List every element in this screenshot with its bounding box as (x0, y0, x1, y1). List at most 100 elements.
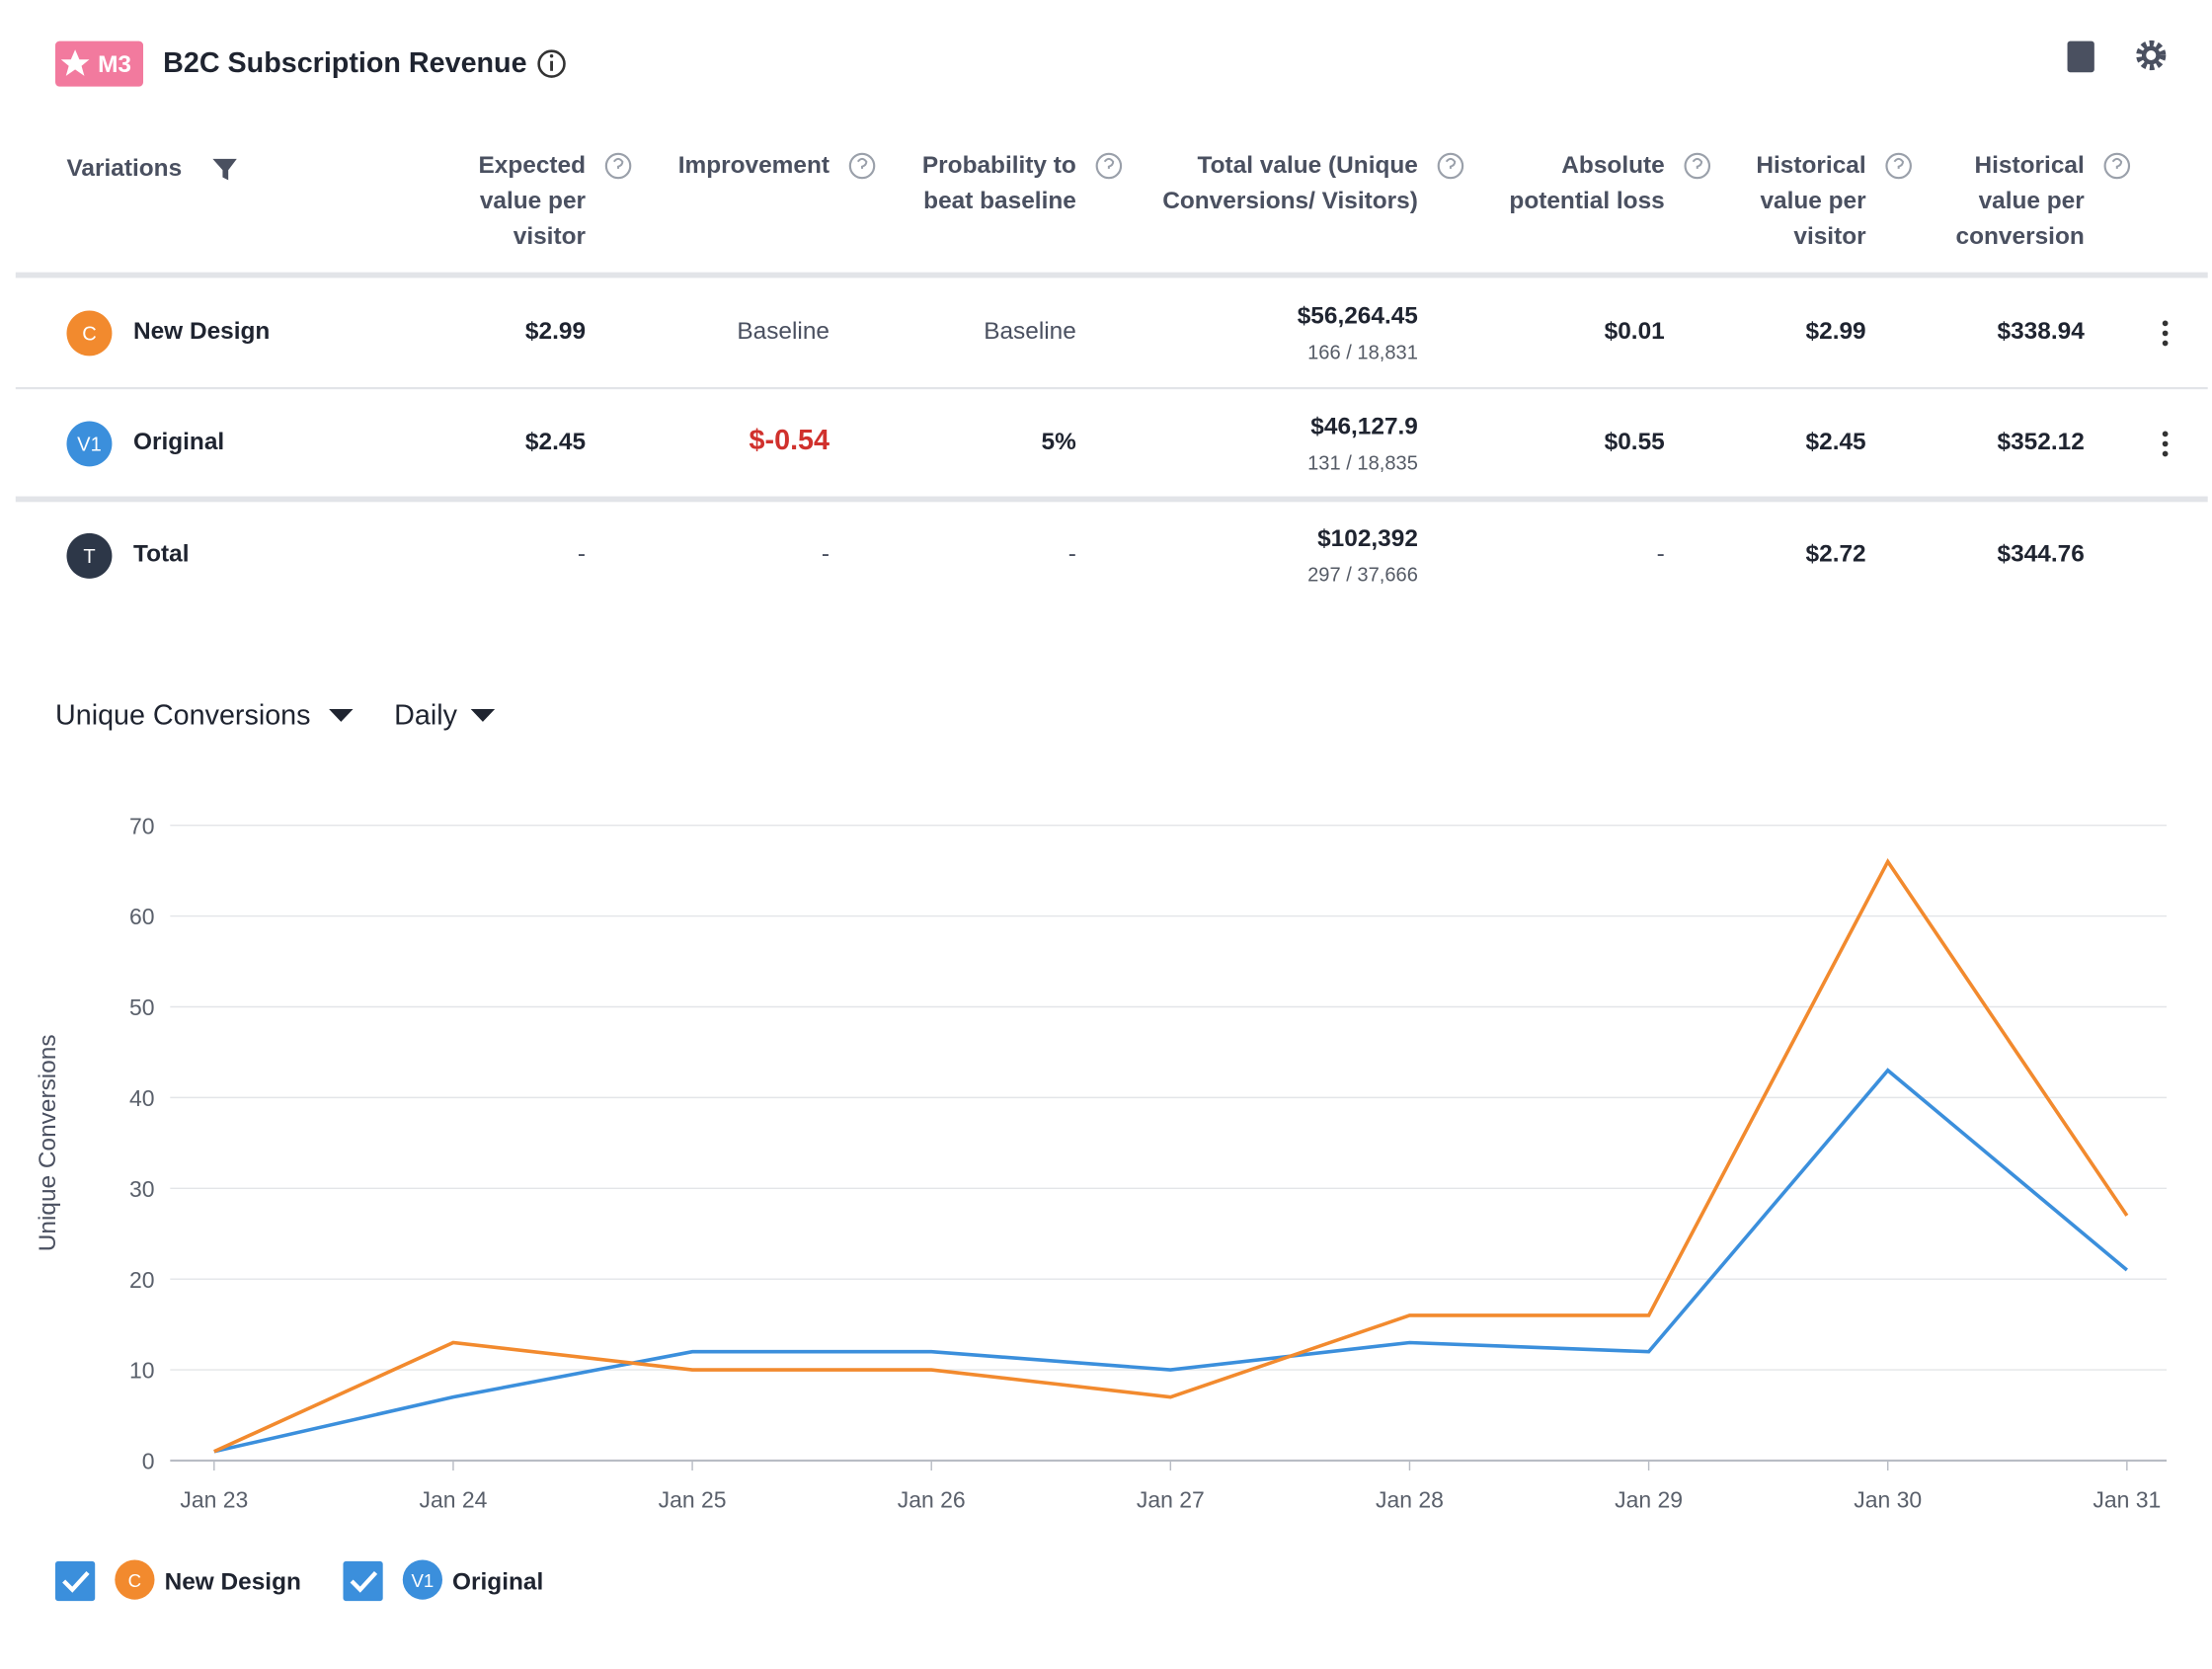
legend-checkbox[interactable] (55, 1560, 96, 1602)
legend-label: Original (452, 1569, 543, 1596)
help-icon-mark (1445, 157, 1457, 169)
column-header: Historical value per visitor (1756, 151, 1866, 250)
y-tick-label: 20 (129, 1267, 155, 1293)
cell-detail: 166 / 18,831 (1307, 340, 1418, 363)
help-icon-mark (1103, 157, 1115, 169)
x-tick-label: Jan 28 (1376, 1486, 1444, 1512)
column-header: Absolute potential loss (1509, 151, 1665, 214)
legend-check (62, 1570, 90, 1593)
x-tick-label: Jan 27 (1137, 1486, 1205, 1512)
interval-dropdown[interactable]: Daily (394, 700, 457, 732)
title: B2C Subscription Revenue (163, 47, 526, 79)
cell: - (577, 540, 587, 568)
badge-bg (55, 40, 144, 87)
help-icon-mark (1893, 157, 1904, 169)
cell: $56,264.45 (1297, 301, 1418, 330)
help-icon-mark (1692, 157, 1703, 169)
cell: $344.76 (1997, 540, 2085, 568)
help-icon (1684, 152, 1711, 180)
column-header: Improvement (677, 151, 830, 179)
legend-check (350, 1570, 378, 1593)
cell: $2.99 (1805, 317, 1866, 345)
cell: - (821, 540, 830, 568)
row-menu[interactable] (2162, 340, 2169, 347)
cell: $46,127.9 (1310, 412, 1418, 440)
star-icon (60, 49, 90, 76)
cell: - (1656, 540, 1665, 568)
help-icon (1437, 152, 1464, 180)
dropdown-caret[interactable] (329, 708, 354, 722)
column-header: Historical value per conversion (1955, 151, 2085, 250)
dropdown-caret[interactable] (470, 708, 496, 722)
cell: - (1067, 540, 1076, 568)
help-icon-mark (2111, 157, 2123, 169)
cell: Baseline (737, 317, 830, 345)
cell: $2.99 (524, 317, 587, 345)
y-tick-label: 10 (129, 1358, 155, 1384)
divider (15, 496, 2208, 503)
help-icon (2103, 152, 2131, 180)
cell: 5% (1041, 428, 1076, 455)
divider (15, 272, 2208, 278)
row-menu[interactable] (2162, 431, 2169, 437)
series-line (213, 857, 2129, 1454)
row-badge: V1 (66, 421, 113, 467)
help-icon (848, 152, 876, 180)
cell: $2.72 (1805, 540, 1866, 568)
info-icon[interactable] (537, 49, 566, 78)
row-badge: T (66, 532, 113, 579)
row-badge: C (66, 310, 113, 357)
badge-label: M3 (98, 51, 131, 78)
y-tick-label: 40 (129, 1085, 155, 1111)
info-icon-dot (549, 53, 554, 58)
cell: $352.12 (1997, 428, 2085, 455)
x-tick-label: Jan 26 (898, 1486, 966, 1512)
row-menu[interactable] (2162, 320, 2169, 327)
y-tick-label: 30 (129, 1176, 155, 1202)
cell-detail: 131 / 18,835 (1307, 450, 1418, 474)
legend-badge-label: C (128, 1570, 141, 1591)
legend-badge-label: V1 (411, 1570, 434, 1591)
row-name: New Design (132, 317, 271, 345)
x-tick-label: Jan 24 (419, 1486, 487, 1512)
x-tick-label: Jan 29 (1615, 1486, 1683, 1512)
column-header: Total value (Unique Conversions/ Visitor… (1162, 151, 1418, 214)
help-icon-mark (612, 157, 624, 169)
gear-icon-core (2141, 45, 2161, 65)
y-tick-label: 50 (129, 994, 155, 1020)
help-icon (604, 152, 632, 180)
metric-dropdown[interactable]: Unique Conversions (55, 700, 310, 732)
cell: $-0.54 (749, 425, 830, 457)
help-icon (1095, 152, 1123, 180)
cell: $102,392 (1317, 524, 1418, 552)
help-icon-mark (856, 157, 868, 169)
cell: $0.01 (1604, 317, 1665, 345)
row-menu[interactable] (2162, 330, 2169, 337)
help-icon (1885, 152, 1912, 180)
cell: $2.45 (1805, 428, 1866, 455)
cell: $0.55 (1604, 428, 1665, 455)
y-axis-title: Unique Conversions (35, 1034, 61, 1251)
column-header: Variations (66, 154, 183, 182)
filter-icon[interactable] (212, 158, 237, 181)
series-line (213, 1068, 2129, 1454)
row-menu[interactable] (2162, 440, 2169, 447)
row-name: Total (132, 540, 190, 568)
legend-label: New Design (165, 1569, 301, 1596)
x-tick-label: Jan 30 (1854, 1486, 1922, 1512)
row-menu[interactable] (2162, 450, 2169, 457)
legend-badge (115, 1559, 155, 1600)
column-header: Probability to beat baseline (921, 151, 1076, 214)
legend-badge (402, 1559, 443, 1600)
book-icon[interactable] (2067, 40, 2094, 73)
row-name: Original (132, 428, 225, 455)
y-tick-label: 60 (129, 904, 155, 929)
cell: $2.45 (524, 428, 587, 455)
y-tick-label: 70 (129, 813, 155, 838)
y-tick-label: 0 (142, 1449, 155, 1474)
legend-checkbox[interactable] (343, 1560, 383, 1602)
cell-detail: 297 / 37,666 (1307, 563, 1418, 587)
